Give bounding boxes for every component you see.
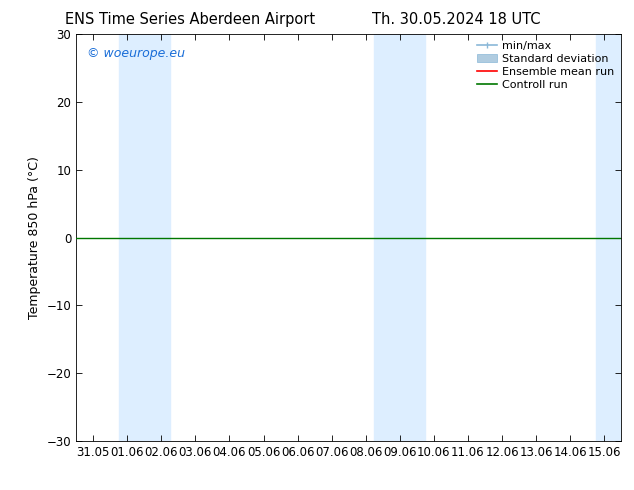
Bar — [374, 34, 425, 441]
Text: Th. 30.05.2024 18 UTC: Th. 30.05.2024 18 UTC — [372, 12, 541, 27]
Y-axis label: Temperature 850 hPa (°C): Temperature 850 hPa (°C) — [28, 156, 41, 319]
Bar — [119, 34, 170, 441]
Text: © woeurope.eu: © woeurope.eu — [87, 47, 185, 59]
Bar — [596, 34, 630, 441]
Text: ENS Time Series Aberdeen Airport: ENS Time Series Aberdeen Airport — [65, 12, 315, 27]
Legend: min/max, Standard deviation, Ensemble mean run, Controll run: min/max, Standard deviation, Ensemble me… — [474, 38, 618, 93]
